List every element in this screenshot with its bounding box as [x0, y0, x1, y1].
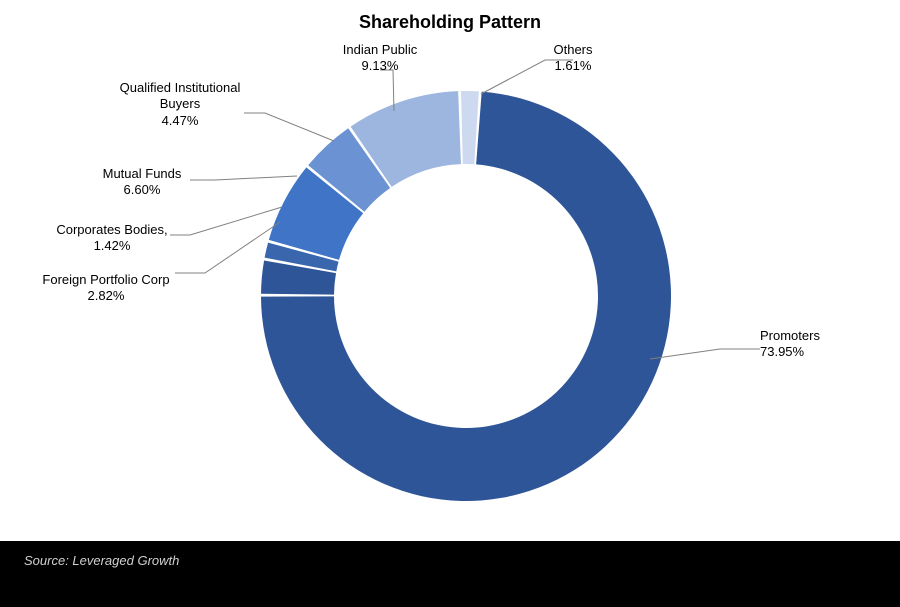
- slice-label: Qualified Institutional Buyers 4.47%: [120, 80, 241, 129]
- leader-line: [190, 176, 297, 180]
- slice-label: Indian Public 9.13%: [343, 42, 417, 75]
- leader-line: [380, 70, 394, 111]
- slice-label: Mutual Funds 6.60%: [103, 166, 182, 199]
- leader-line: [650, 349, 760, 359]
- source-text: Source: Leveraged Growth: [24, 553, 179, 568]
- leader-line: [170, 207, 282, 235]
- slice-label: Corporates Bodies, 1.42%: [56, 222, 167, 255]
- slice-label: Others 1.61%: [553, 42, 592, 75]
- footer-bar: Source: Leveraged Growth: [0, 541, 900, 607]
- leader-line: [244, 113, 334, 141]
- slice-label: Promoters 73.95%: [760, 328, 820, 361]
- slice-others: [461, 91, 479, 164]
- slice-label: Foreign Portfolio Corp 2.82%: [42, 272, 169, 305]
- chart-container: Shareholding Pattern Promoters 73.95%For…: [0, 0, 900, 607]
